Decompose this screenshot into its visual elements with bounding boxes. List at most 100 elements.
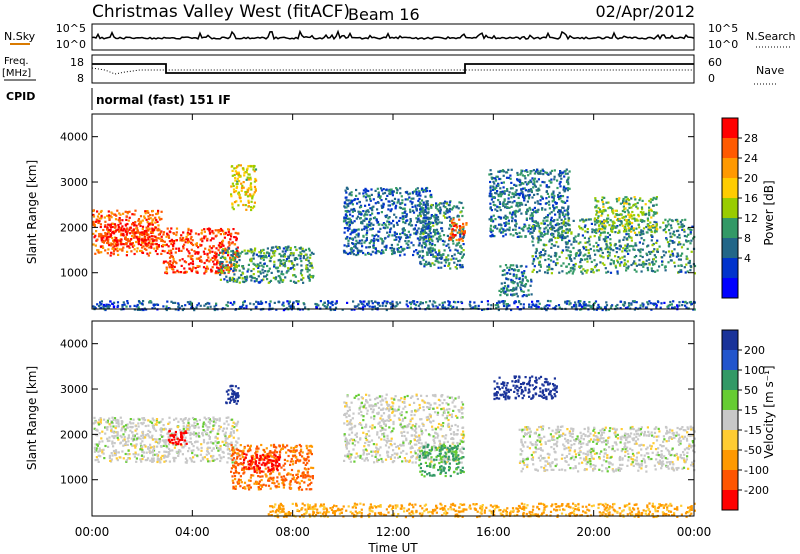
scatter-point	[211, 429, 214, 432]
scatter-point	[457, 259, 460, 263]
scatter-point	[495, 307, 498, 310]
scatter-point	[567, 223, 570, 227]
scatter-point	[349, 237, 352, 240]
scatter-point	[253, 170, 256, 173]
scatter-point	[407, 243, 410, 246]
scatter-point	[301, 247, 304, 250]
scatter-point	[528, 227, 531, 230]
scatter-point	[400, 245, 403, 249]
scatter-point	[230, 263, 233, 266]
scatter-point	[605, 246, 608, 249]
scatter-point	[598, 238, 601, 241]
scatter-point	[385, 308, 388, 312]
scatter-point	[556, 186, 559, 190]
scatter-point	[531, 225, 535, 228]
scatter-point	[104, 444, 107, 448]
scatter-point	[631, 221, 634, 225]
scatter-point	[549, 300, 552, 303]
scatter-point	[549, 181, 552, 184]
scatter-point	[577, 233, 580, 236]
scatter-point	[380, 199, 383, 202]
scatter-point	[544, 258, 547, 262]
scatter-point	[608, 251, 611, 254]
scatter-point	[511, 213, 514, 216]
scatter-point	[622, 197, 625, 201]
scatter-point	[509, 264, 512, 267]
scatter-point	[588, 243, 591, 246]
scatter-point	[233, 243, 236, 246]
scatter-point	[233, 201, 237, 204]
scatter-point	[469, 300, 472, 303]
nsky-tick-top: 10^5	[56, 22, 86, 35]
scatter-point	[585, 248, 588, 251]
scatter-point	[529, 172, 532, 175]
scatter-point	[528, 303, 531, 306]
scatter-point	[118, 248, 121, 251]
scatter-point	[545, 185, 548, 188]
scatter-point	[542, 219, 545, 222]
scatter-point	[505, 277, 508, 281]
scatter-point	[454, 266, 457, 269]
scatter-point	[409, 218, 412, 221]
scatter-point	[623, 202, 626, 205]
scatter-point	[517, 269, 520, 272]
scatter-point	[628, 229, 631, 232]
scatter-point	[579, 304, 582, 307]
scatter-point	[554, 213, 557, 216]
scatter-point	[520, 169, 523, 172]
scatter-point	[520, 189, 523, 192]
scatter-point	[151, 229, 154, 232]
scatter-point	[687, 240, 690, 243]
scatter-point	[247, 201, 250, 204]
scatter-point	[623, 236, 626, 239]
scatter-point	[573, 238, 576, 241]
scatter-point	[102, 241, 106, 244]
scatter-point	[395, 301, 398, 304]
scatter-point	[370, 228, 373, 231]
scatter-point	[195, 306, 198, 309]
scatter-point	[164, 428, 167, 431]
scatter-point	[178, 249, 181, 252]
scatter-point	[252, 268, 255, 271]
scatter-point	[550, 234, 554, 237]
scatter-point	[425, 240, 428, 243]
scatter-point	[461, 264, 464, 267]
scatter-point	[427, 233, 430, 236]
scatter-point	[253, 201, 256, 204]
scatter-point	[628, 199, 631, 202]
scatter-point	[548, 304, 551, 307]
scatter-point	[246, 249, 249, 252]
scatter-point	[671, 241, 674, 244]
scatter-point	[177, 454, 180, 457]
scatter-point	[692, 308, 695, 311]
scatter-point	[442, 307, 445, 310]
scatter-point	[145, 245, 149, 248]
scatter-point	[228, 244, 231, 247]
scatter-point	[157, 233, 160, 236]
scatter-point	[560, 227, 563, 230]
scatter-point	[391, 199, 394, 202]
scatter-point	[268, 252, 271, 255]
scatter-point	[565, 249, 568, 252]
scatter-point	[433, 248, 436, 251]
scatter-point	[105, 303, 108, 306]
scatter-point	[165, 272, 169, 275]
scatter-point	[531, 303, 534, 306]
scatter-point	[493, 235, 496, 238]
scatter-point	[451, 255, 454, 258]
scatter-point	[605, 304, 609, 307]
scatter-point	[168, 252, 171, 255]
scatter-point	[596, 306, 599, 309]
scatter-point	[391, 191, 394, 194]
scatter-point	[546, 304, 549, 307]
scatter-point	[642, 227, 646, 230]
scatter-point	[209, 431, 212, 434]
scatter-point	[449, 267, 452, 270]
scatter-region	[92, 299, 696, 312]
scatter-point	[221, 243, 224, 246]
scatter-point	[685, 239, 688, 242]
scatter-point	[570, 243, 573, 246]
scatter-point	[150, 242, 153, 245]
scatter-point	[231, 174, 234, 177]
scatter-point	[596, 216, 600, 220]
